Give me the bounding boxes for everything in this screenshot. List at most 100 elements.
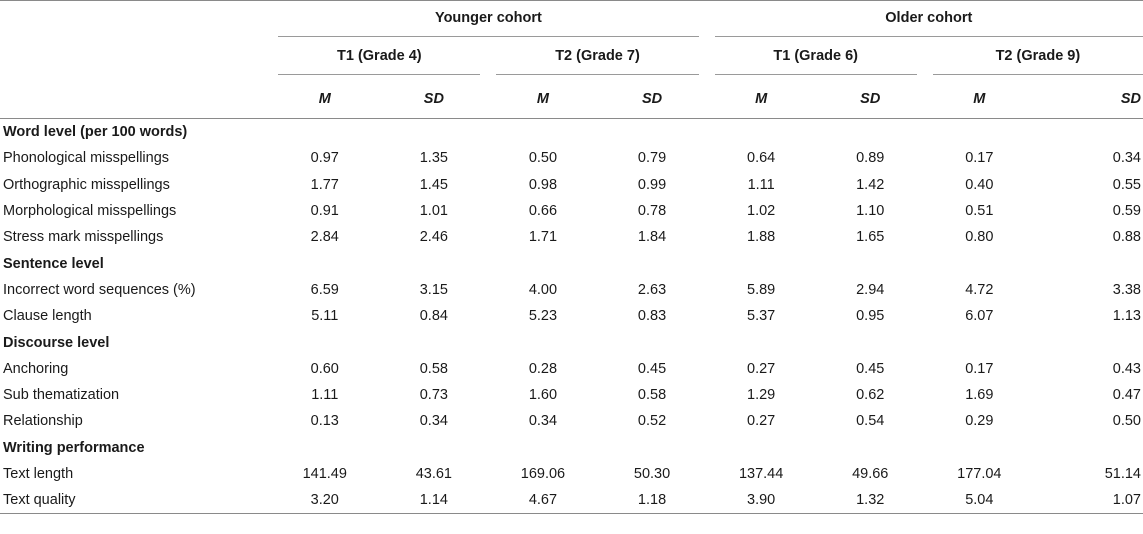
table-cell: 0.64	[747, 150, 776, 167]
timepoint-header: T2 (Grade 7)	[488, 42, 706, 80]
table-cell: 2.46	[419, 229, 448, 246]
table-cell: 0.27	[747, 360, 776, 377]
table-cell: 169.06	[520, 466, 566, 482]
cohort-header-older: Older cohort	[707, 1, 1143, 43]
table-cell: 4.67	[528, 492, 558, 509]
table-cell: 1.02	[747, 203, 776, 220]
stat-header: SD	[1120, 91, 1141, 107]
table-cell: 0.98	[528, 176, 558, 193]
table-cell: 0.28	[528, 360, 558, 377]
table-row: Sub thematization 1.11 0.73 1.60 0.58 1.29 0.6…	[0, 382, 1143, 408]
table-cell: 1.71	[528, 229, 558, 246]
table-row: Anchoring 0.60 0.58 0.28 0.45 0.27 0.45 0.17 0.4…	[0, 356, 1143, 382]
table-cell: 1.42	[856, 176, 885, 193]
row-label: Incorrect word sequences (%)	[3, 281, 196, 298]
table-cell: 1.45	[419, 176, 448, 193]
table-cell: 0.84	[419, 308, 448, 325]
table-cell: 50.30	[633, 466, 671, 482]
table-cell: 0.27	[747, 413, 776, 430]
table-cell: 0.34	[528, 413, 558, 430]
table-cell: 0.66	[528, 203, 558, 220]
table-cell: 141.49	[302, 466, 347, 482]
table-cell: 0.80	[965, 229, 994, 246]
table-cell: 1.65	[856, 229, 885, 246]
table-cell: 1.32	[856, 492, 885, 509]
table-cell: 0.45	[637, 360, 667, 377]
table-cell: 0.34	[1112, 150, 1141, 167]
section-title: Writing performance	[3, 439, 145, 456]
table-cell: 43.61	[415, 466, 452, 482]
table-row: Relationship 0.13 0.34 0.34 0.52 0.27 0.54 0.29…	[0, 408, 1143, 434]
table-cell: 1.07	[1112, 492, 1141, 509]
cohort-header-younger: Younger cohort	[270, 1, 706, 43]
table-cell: 177.04	[957, 466, 1002, 482]
table-cell: 5.37	[747, 308, 776, 325]
row-label: Text length	[3, 466, 74, 482]
table-cell: 0.73	[419, 387, 448, 404]
table-cell: 0.47	[1112, 387, 1141, 404]
table-cell: 3.38	[1112, 281, 1141, 298]
table-row: Clause length 5.11 0.84 5.23 0.83 5.37 0.95 6.0…	[0, 303, 1143, 329]
timepoint-header: T2 (Grade 9)	[925, 42, 1143, 80]
table-cell: 1.14	[419, 492, 448, 509]
table-cell: 5.23	[528, 308, 558, 325]
table-cell: 0.54	[856, 413, 885, 430]
row-label: Anchoring	[3, 360, 69, 377]
table-cell: 3.15	[419, 281, 448, 298]
table-cell: 1.69	[965, 387, 994, 404]
table-cell: 1.77	[310, 176, 339, 193]
table-cell: 0.34	[419, 413, 448, 430]
table-cell: 0.58	[637, 387, 667, 404]
table-cell: 0.83	[637, 308, 667, 325]
table-cell: 0.88	[1112, 229, 1141, 246]
table-cell: 2.94	[856, 281, 885, 298]
table-row: Morphological misspellings 0.91 1.01 0.66 0.…	[0, 198, 1143, 224]
table-cell: 5.89	[747, 281, 776, 298]
table-cell: 0.99	[637, 176, 667, 193]
section-header-row: Writing performance	[0, 435, 1143, 461]
table-cell: 0.78	[637, 203, 667, 220]
table-cell: 1.01	[419, 203, 448, 220]
row-label: Morphological misspellings	[3, 203, 177, 220]
row-label: Orthographic misspellings	[3, 176, 170, 193]
section-header-row: Discourse level	[0, 329, 1143, 355]
table-cell: 2.84	[310, 229, 339, 246]
row-label: Phonological misspellings	[3, 150, 170, 167]
descriptive-statistics-table: Younger cohort Older cohort T1 (Grade 4)…	[0, 0, 1143, 514]
table-cell: 6.59	[310, 281, 339, 298]
table-cell: 1.11	[747, 176, 775, 193]
stat-header: M	[536, 91, 549, 107]
table-cell: 0.95	[856, 308, 885, 325]
table-cell: 1.10	[856, 203, 885, 220]
table-row: Text quality 3.20 1.14 4.67 1.18 3.90 1.32 5.04…	[0, 487, 1143, 514]
table-cell: 0.13	[310, 413, 339, 430]
row-label: Text quality	[3, 492, 76, 509]
stat-header: SD	[860, 91, 881, 107]
table-cell: 1.18	[637, 492, 667, 509]
table-cell: 2.63	[637, 281, 667, 298]
stat-header: M	[755, 91, 768, 107]
table-cell: 0.59	[1112, 203, 1141, 220]
stat-header: SD	[641, 91, 663, 107]
table-row: Text length 141.49 43.61 169.06 50.30 137.44 4…	[0, 461, 1143, 487]
section-header-row: Word level (per 100 words)	[0, 119, 1143, 146]
table-cell: 0.40	[965, 176, 994, 193]
table-cell: 0.97	[310, 150, 339, 167]
table-cell: 0.91	[310, 203, 339, 220]
table-row: Stress mark misspellings 2.84 2.46 1.71 1.84…	[0, 224, 1143, 250]
table-cell: 0.58	[419, 360, 448, 377]
table-cell: 0.62	[856, 387, 885, 404]
table-cell: 0.45	[856, 360, 885, 377]
stat-header: M	[973, 91, 986, 107]
table-cell: 3.90	[747, 492, 776, 509]
table-cell: 0.51	[965, 203, 994, 220]
table-cell: 4.72	[965, 281, 994, 298]
timepoint-header: T1 (Grade 4)	[270, 42, 488, 80]
table-cell: 0.17	[965, 360, 994, 377]
table-body: Word level (per 100 words) Phonological m…	[0, 119, 1143, 514]
row-label: Sub thematization	[3, 387, 120, 404]
table-cell: 1.88	[747, 229, 776, 246]
section-title: Sentence level	[3, 255, 104, 272]
table-row: Orthographic misspellings 1.77 1.45 0.98 0.9…	[0, 172, 1143, 198]
